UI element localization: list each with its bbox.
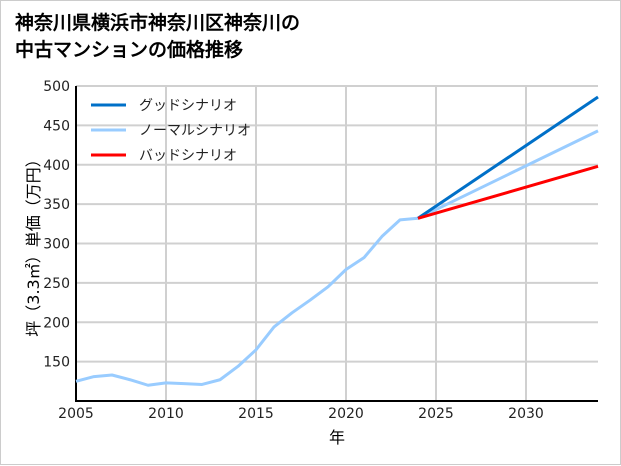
series-line-0 xyxy=(417,95,599,220)
y-tick-label: 450 xyxy=(43,118,70,134)
title-line-2: 中古マンションの価格推移 xyxy=(15,39,244,61)
y-tick-label: 400 xyxy=(43,158,70,174)
x-tick-label: 2005 xyxy=(58,406,94,422)
y-axis-label: 坪（3.3㎡）単価（万円） xyxy=(24,151,43,336)
y-tick-label: 200 xyxy=(43,315,70,331)
legend-label: ノーマルシナリオ xyxy=(139,123,251,139)
title-line-1: 神奈川県横浜市神奈川区神奈川の xyxy=(15,12,301,34)
y-tick-label: 150 xyxy=(43,355,70,371)
y-tick-label: 500 xyxy=(43,79,70,95)
x-tick-label: 2015 xyxy=(238,406,274,422)
legend-label: グッドシナリオ xyxy=(139,98,237,114)
y-tick-label: 250 xyxy=(43,276,70,292)
x-tick-label: 2025 xyxy=(418,406,454,422)
x-axis-label: 年 xyxy=(329,428,345,447)
x-tick-label: 2030 xyxy=(508,406,544,422)
y-tick-label: 300 xyxy=(43,237,70,253)
x-tick-label: 2010 xyxy=(148,406,184,422)
chart-title: 神奈川県横浜市神奈川区神奈川の 中古マンションの価格推移 xyxy=(15,10,300,64)
legend-label: バッドシナリオ xyxy=(139,148,237,164)
y-tick-label: 350 xyxy=(43,197,70,213)
x-tick-label: 2020 xyxy=(328,406,364,422)
series-line-1 xyxy=(75,129,599,387)
series-line-2 xyxy=(417,164,599,220)
